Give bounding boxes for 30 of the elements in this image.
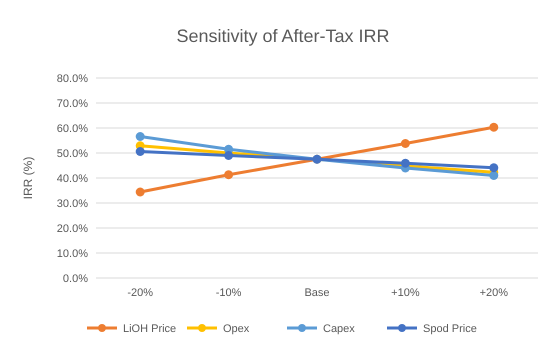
x-tick-label: Base [304,287,330,299]
point [489,163,498,172]
point [400,158,410,168]
y-tick-label: 30.0% [56,198,88,210]
point [136,147,145,156]
legend-label: Capex [323,322,356,335]
point [489,122,498,132]
x-tick-label: -10% [216,287,242,299]
point [489,171,498,180]
x-tick-label: -20% [127,287,154,299]
y-tick-label: 0.0% [62,272,88,285]
y-axis-title: IRR (%) [21,156,35,200]
chart-title: Sensitivity of After-Tax IRR [176,26,390,46]
point [224,170,234,180]
y-tick-label: 70.0% [56,98,88,110]
y-tick-label: 10.0% [56,248,88,260]
legend-label: LiOH Price [123,322,176,335]
y-tick-label: 40.0% [56,172,88,185]
x-tick-label: +20% [480,287,508,299]
y-tick-label: 80.0% [56,72,88,85]
point [224,151,234,160]
point [136,132,145,141]
x-tick-label: +10% [391,287,420,299]
y-tick-label: 20.0% [56,222,88,235]
y-tick-label: 50.0% [56,148,88,160]
legend-label: Opex [223,322,250,335]
y-tick-label: 60.0% [56,122,88,135]
point [136,188,145,196]
legend-label: Spod Price [423,322,477,335]
point [400,139,410,148]
